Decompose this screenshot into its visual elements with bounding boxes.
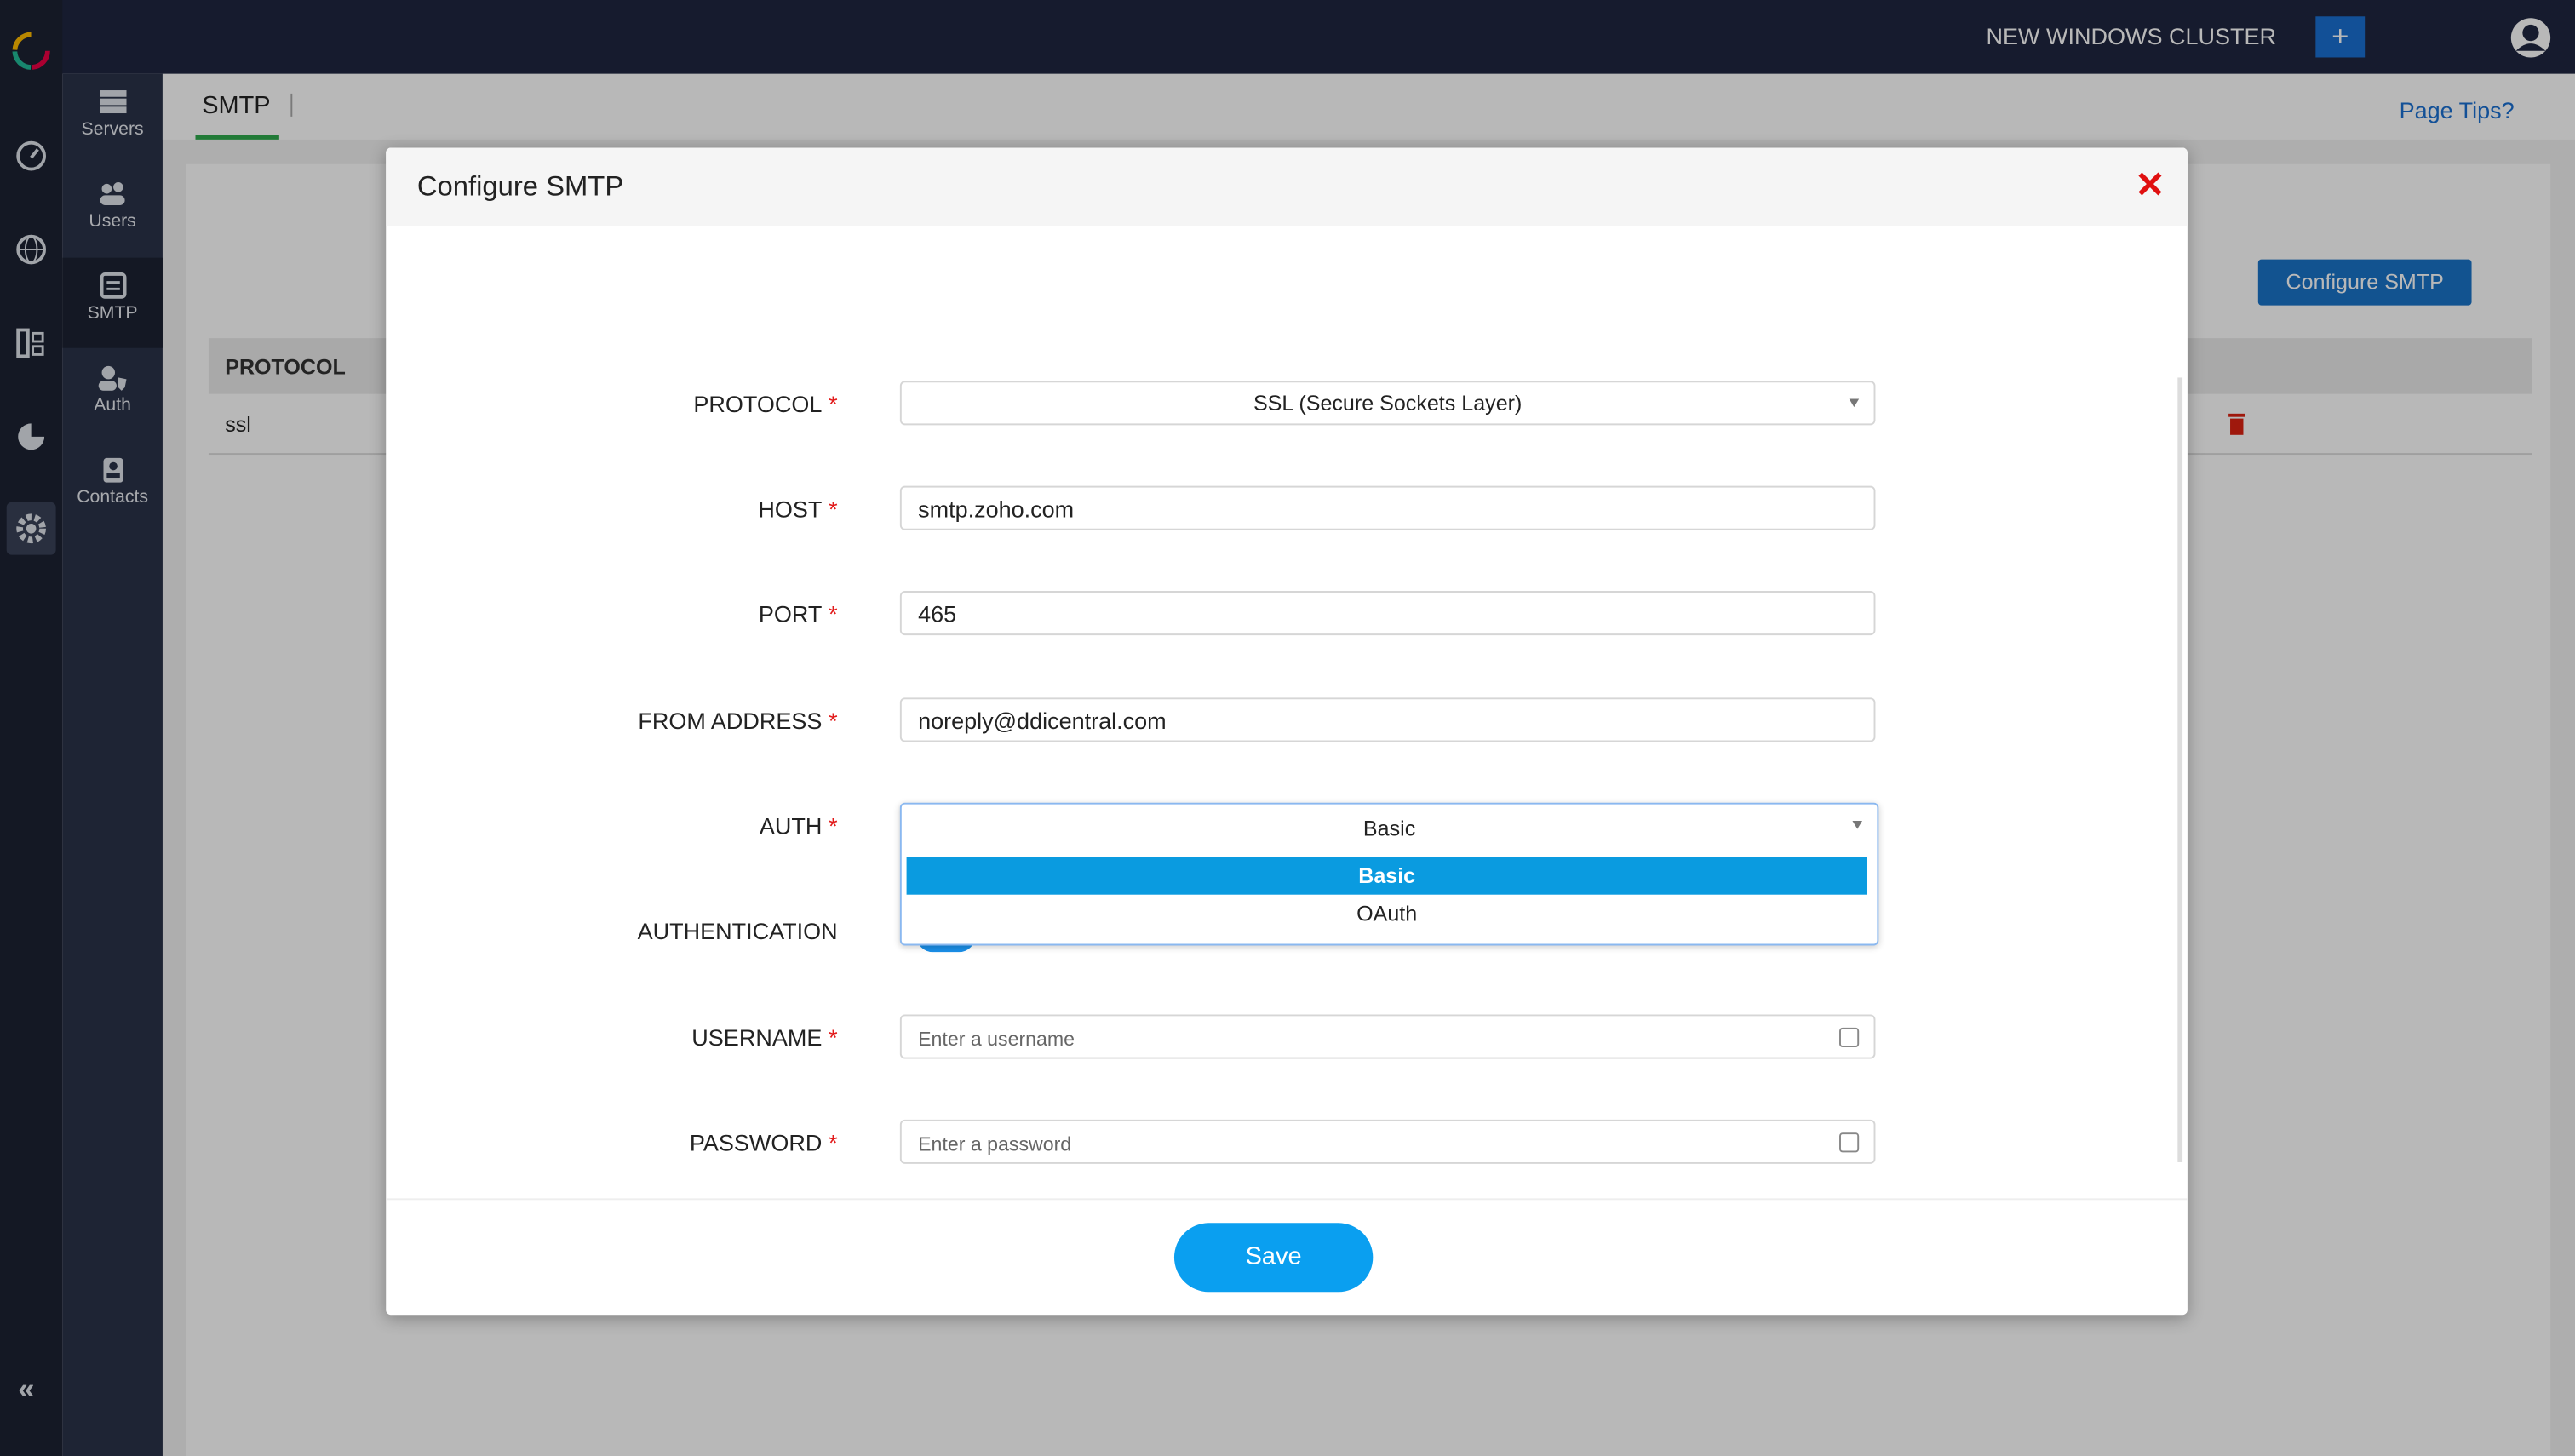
dashboard-icon[interactable] xyxy=(14,140,48,173)
select-value: SSL (Secure Sockets Layer) xyxy=(1253,390,1523,416)
ipam-icon[interactable] xyxy=(14,327,48,360)
port-input[interactable]: 465 xyxy=(899,591,1876,636)
option[interactable]: OAuth xyxy=(1356,901,1418,926)
username-input[interactable]: Enter a username xyxy=(899,1014,1876,1059)
add-button[interactable]: + xyxy=(2315,16,2366,58)
divider xyxy=(290,93,293,117)
label-text: AUTH xyxy=(759,812,823,840)
field-label: PROTOCOL * xyxy=(509,390,838,417)
logo xyxy=(12,32,50,70)
input-value: 465 xyxy=(918,600,957,628)
required-mark: * xyxy=(829,1024,838,1051)
field-label: FROM ADDRESS * xyxy=(509,707,838,734)
scrollbar[interactable] xyxy=(2177,377,2183,1162)
configure-button[interactable]: Configure SMTP xyxy=(2257,259,2472,306)
nav-label: Auth xyxy=(94,395,131,416)
protocol-select[interactable]: SSL (Secure Sockets Layer) xyxy=(899,381,1876,426)
left-rail: « xyxy=(0,0,63,1456)
placeholder: Enter a username xyxy=(918,1027,1075,1051)
field-label: AUTH * xyxy=(509,812,838,839)
nav-contacts[interactable]: Contacts xyxy=(62,442,163,532)
page-tips[interactable]: Page Tips? xyxy=(2399,96,2515,123)
label-text: USERNAME xyxy=(691,1024,823,1051)
save-button[interactable]: Save xyxy=(1173,1223,1374,1293)
label-text: AUTHENTICATION xyxy=(637,917,838,944)
password-input[interactable]: Enter a password xyxy=(899,1119,1876,1164)
nav-servers[interactable]: Servers xyxy=(62,74,163,164)
column-header: PROTOCOL xyxy=(225,354,346,380)
field-label: PORT * xyxy=(509,601,838,628)
top-bar: NEW WINDOWS CLUSTER + xyxy=(0,0,2575,74)
nav-label: Contacts xyxy=(77,487,148,507)
tab[interactable]: SMTP xyxy=(202,91,271,120)
tab-underline xyxy=(195,135,279,140)
cluster-name[interactable]: NEW WINDOWS CLUSTER xyxy=(1986,22,2277,49)
nav-smtp[interactable]: SMTP xyxy=(62,257,163,348)
modal: Configure SMTP ✕ Save xyxy=(386,147,2188,1316)
required-mark: * xyxy=(829,1129,838,1156)
cell: ssl xyxy=(225,411,251,437)
label-text: PROTOCOL xyxy=(693,390,823,417)
required-mark: * xyxy=(829,390,838,417)
host-input[interactable]: smtp.zoho.com xyxy=(899,485,1876,530)
settings-active[interactable] xyxy=(6,502,56,555)
nav-label: Servers xyxy=(81,119,144,140)
reports-icon[interactable] xyxy=(14,421,48,454)
label-text: PORT xyxy=(758,600,823,628)
from-input[interactable]: noreply@ddicentral.com xyxy=(899,697,1876,742)
modal-title: Configure SMTP xyxy=(416,170,624,203)
required-mark: * xyxy=(829,600,838,628)
label-text: FROM ADDRESS xyxy=(638,707,823,734)
required-mark: * xyxy=(829,812,838,840)
collapse-button[interactable]: « xyxy=(18,1372,35,1406)
select-value: Basic xyxy=(1362,816,1416,841)
required-mark: * xyxy=(829,707,838,734)
nav-label: Users xyxy=(89,211,136,232)
option-selected[interactable]: Basic xyxy=(906,857,1867,895)
field-label: HOST * xyxy=(509,496,838,523)
required-mark: * xyxy=(829,496,838,523)
dns-icon[interactable] xyxy=(14,233,48,267)
tab-bar: SMTP Page Tips? xyxy=(162,73,2575,140)
label-text: PASSWORD xyxy=(689,1129,823,1156)
input-value: smtp.zoho.com xyxy=(918,496,1075,523)
label-text: HOST xyxy=(758,496,823,523)
field-label: PASSWORD * xyxy=(509,1129,838,1155)
modal-header: Configure SMTP ✕ xyxy=(386,147,2188,227)
user-avatar[interactable] xyxy=(2509,16,2552,59)
nav-label: SMTP xyxy=(87,303,138,324)
field-label: AUTHENTICATION xyxy=(509,918,838,944)
field-label: USERNAME * xyxy=(509,1024,838,1051)
nav-users[interactable]: Users xyxy=(62,166,163,256)
delete-icon[interactable] xyxy=(2227,412,2246,435)
input-value: noreply@ddicentral.com xyxy=(918,707,1167,734)
close-button[interactable]: ✕ xyxy=(2135,163,2165,205)
auth-dropdown[interactable]: Basic Basic OAuth xyxy=(899,802,1879,946)
footer-line xyxy=(386,1198,2188,1201)
placeholder: Enter a password xyxy=(918,1132,1072,1156)
nav-auth[interactable]: Auth xyxy=(62,350,163,440)
